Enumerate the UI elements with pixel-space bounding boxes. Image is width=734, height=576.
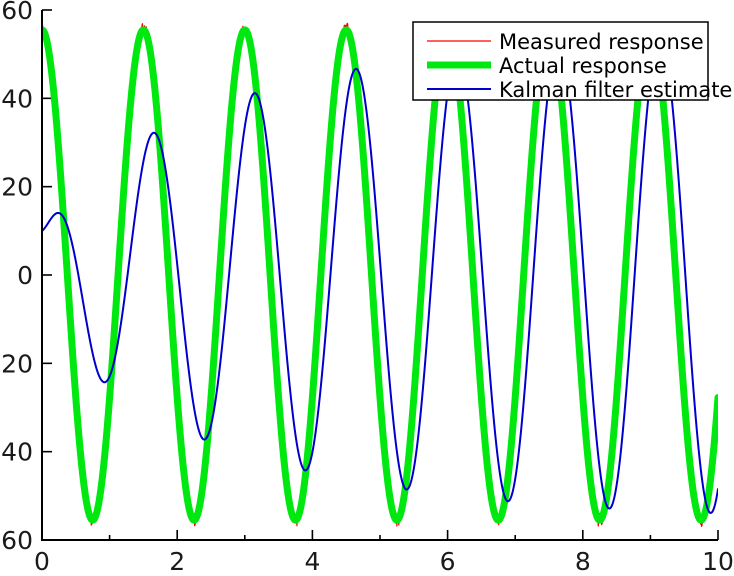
series-actual-response	[42, 26, 718, 524]
legend-label-2: Kalman filter estimate	[499, 78, 732, 102]
x-tick-label: 6	[440, 547, 456, 576]
legend-label-0: Measured response	[499, 30, 704, 54]
x-tick-label: 8	[575, 547, 591, 576]
y-tick-label: 40	[1, 84, 33, 113]
legend-box	[412, 21, 709, 101]
x-tick-label: 4	[304, 547, 320, 576]
legend-label-1: Actual response	[499, 54, 667, 78]
y-axis-tick-labels: -60 -40 -20 0 20 40 60	[0, 0, 33, 555]
y-tick-label: -60	[0, 526, 33, 555]
x-tick-label: 10	[702, 547, 734, 576]
x-tick-label: 0	[34, 547, 50, 576]
data-series-group	[42, 22, 718, 528]
axis-tick-marks	[41, 9, 719, 541]
y-tick-label: 20	[1, 173, 33, 202]
y-tick-label: -40	[0, 438, 33, 467]
x-tick-label: 2	[169, 547, 185, 576]
axis-frame	[41, 10, 718, 541]
y-tick-label: 60	[1, 0, 33, 25]
y-tick-label: 0	[17, 261, 33, 290]
series-kalman-filter-estimate	[42, 38, 718, 514]
x-axis-tick-labels: 0 2 4 6 8 10	[34, 547, 734, 576]
y-tick-label: -20	[0, 349, 33, 378]
